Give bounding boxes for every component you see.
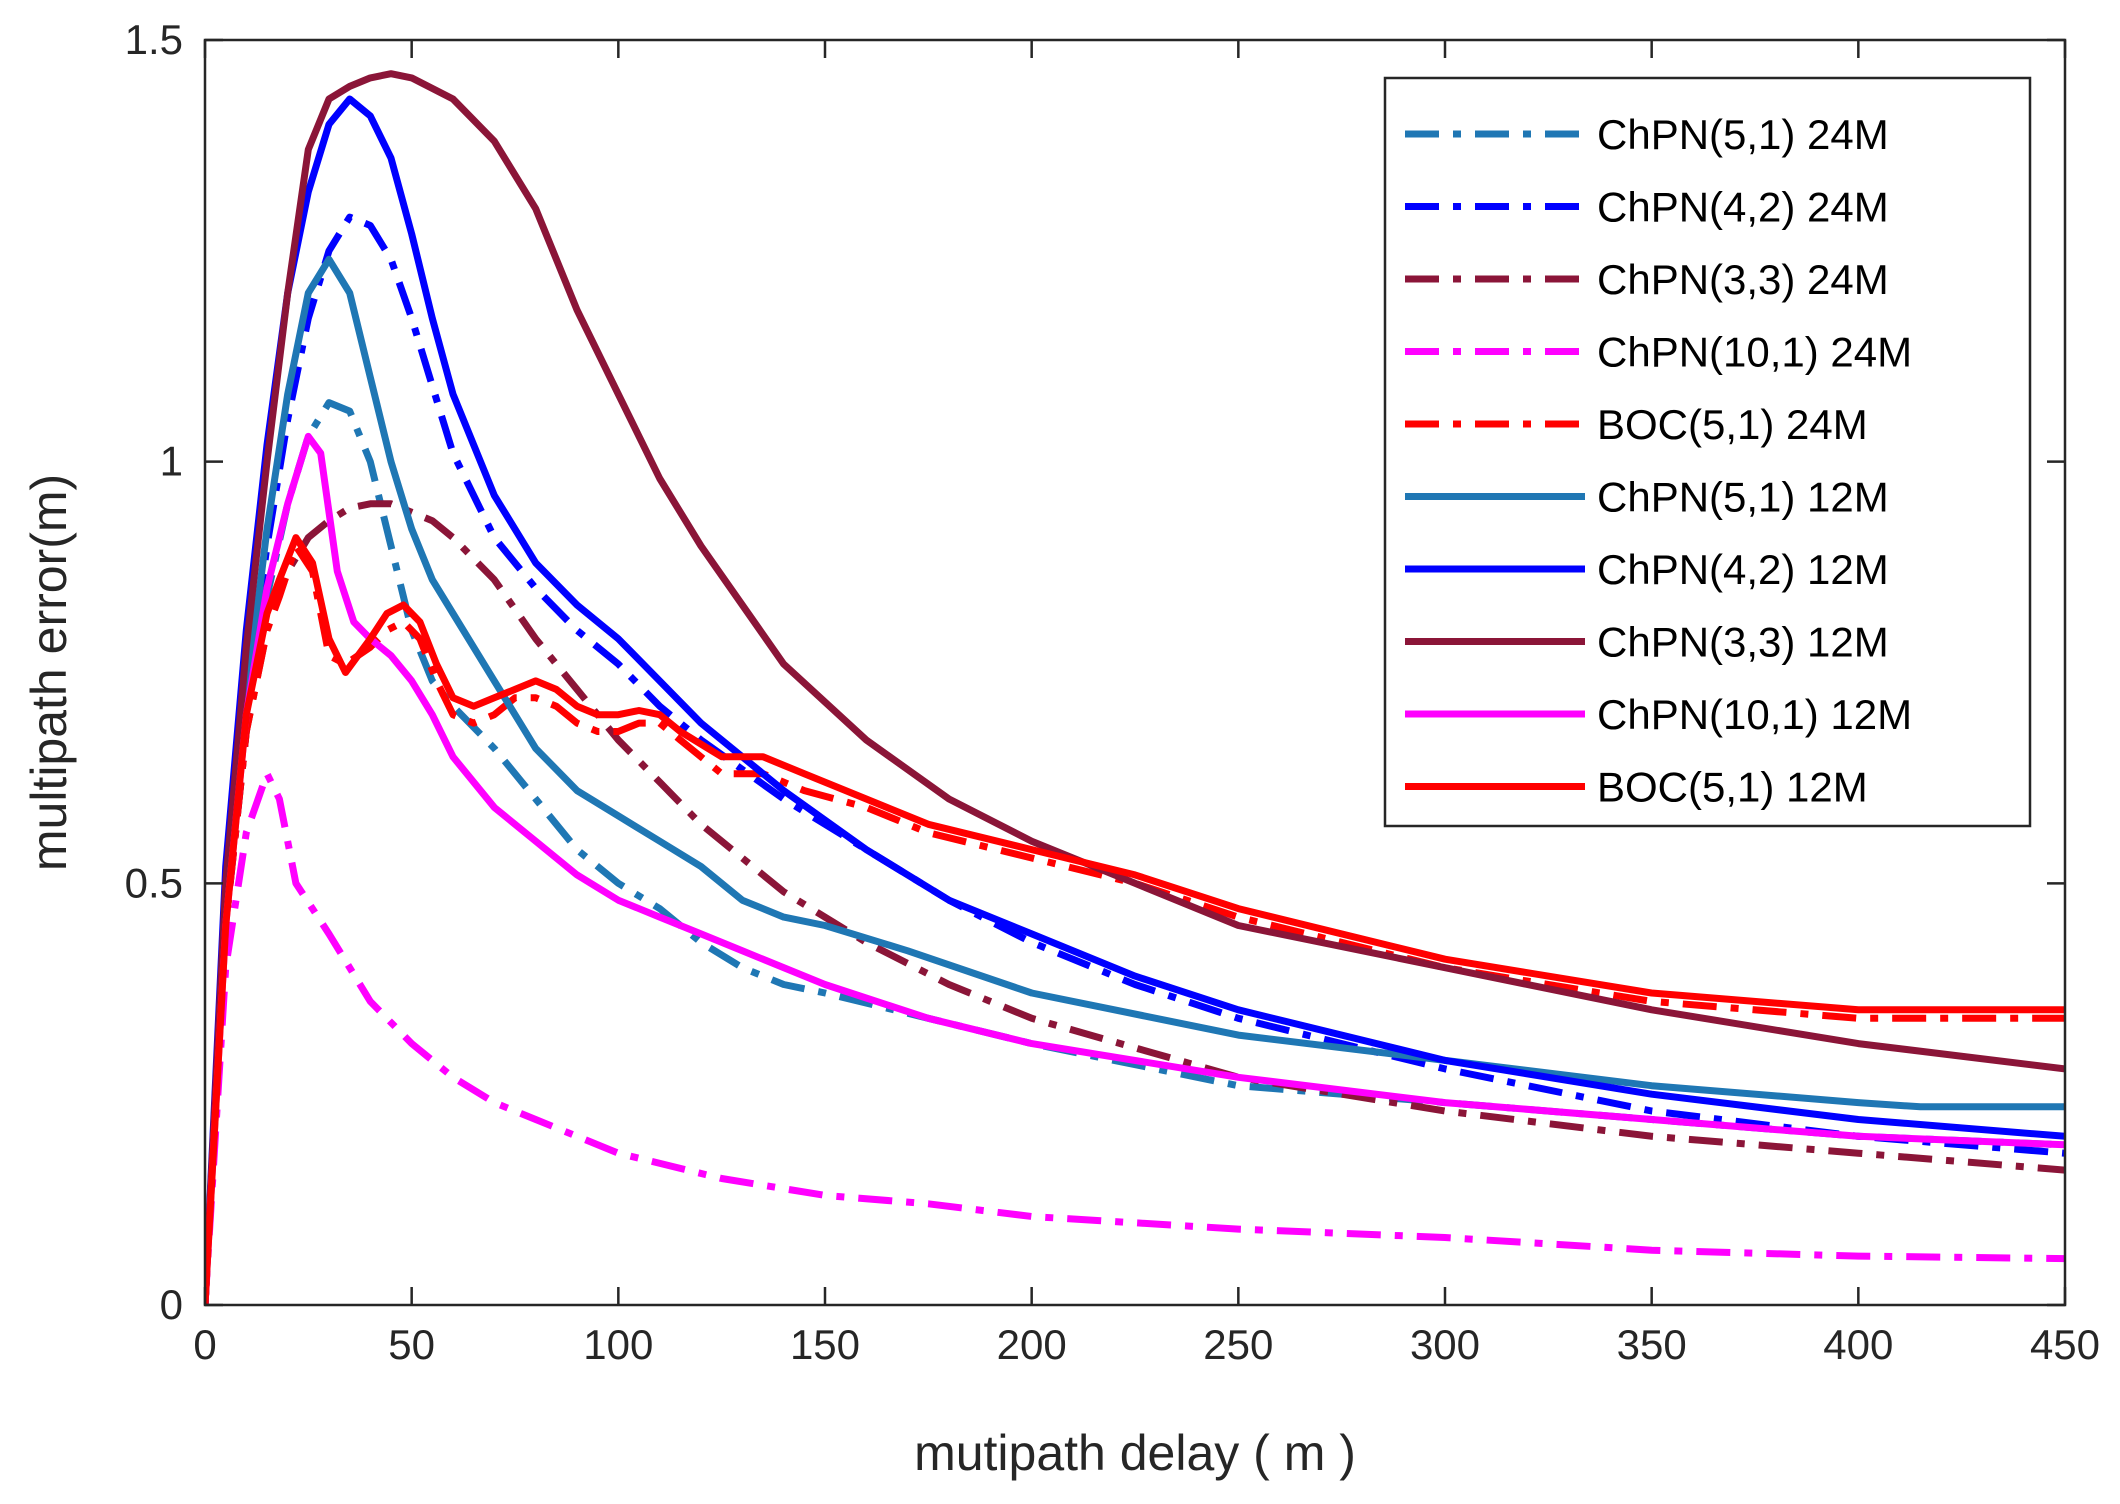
- x-tick-label: 450: [2030, 1321, 2100, 1368]
- x-tick-label: 400: [1823, 1321, 1893, 1368]
- series-line-6: [205, 255, 2065, 1305]
- legend-label-9: ChPN(10,1) 12M: [1597, 691, 1912, 738]
- legend-label-7: ChPN(4,2) 12M: [1597, 546, 1889, 593]
- series-line-2: [205, 213, 2065, 1305]
- x-tick-label: 200: [997, 1321, 1067, 1368]
- plot-area-frame: [203, 38, 2067, 1307]
- x-tick-label: 100: [583, 1321, 653, 1368]
- series-line-7: [205, 95, 2065, 1305]
- series-line-10: [205, 534, 2065, 1305]
- series-layer: [205, 70, 2065, 1305]
- legend-label-6: ChPN(5,1) 12M: [1597, 474, 1889, 521]
- y-tick-label: 0: [160, 1281, 183, 1328]
- legend-label-8: ChPN(3,3) 12M: [1597, 619, 1889, 666]
- legend-label-1: ChPN(5,1) 24M: [1597, 111, 1889, 158]
- series-line-5: [205, 542, 2065, 1305]
- legend-label-2: ChPN(4,2) 24M: [1597, 184, 1889, 231]
- legend-box: [1383, 76, 2032, 828]
- x-tick-label: 300: [1410, 1321, 1480, 1368]
- x-tick-label: 50: [388, 1321, 435, 1368]
- y-axis: 0 0.5 1 1.5: [125, 16, 2065, 1328]
- legend: ChPN(5,1) 24M ChPN(4,2) 24M ChPN(3,3) 24M C…: [1383, 76, 2032, 828]
- legend-label-5: BOC(5,1) 24M: [1597, 401, 1868, 448]
- x-axis-label: mutipath delay ( m ): [914, 1425, 1356, 1481]
- x-tick-label: 150: [790, 1321, 860, 1368]
- y-tick-label: 1.5: [125, 16, 183, 63]
- series-line-9: [205, 432, 2065, 1305]
- series-line-8: [205, 70, 2065, 1305]
- legend-label-10: BOC(5,1) 12M: [1597, 764, 1868, 811]
- x-tick-label: 250: [1203, 1321, 1273, 1368]
- y-tick-label: 1: [160, 438, 183, 485]
- x-axis: 0 50 100 150 200 250 300 350 400 450: [193, 40, 2100, 1368]
- series-line-4: [205, 770, 2065, 1305]
- x-tick-label: 0: [193, 1321, 216, 1368]
- legend-label-3: ChPN(3,3) 24M: [1597, 256, 1889, 303]
- y-axis-label: multipath error(m): [21, 474, 77, 871]
- x-tick-label: 350: [1617, 1321, 1687, 1368]
- legend-label-4: ChPN(10,1) 24M: [1597, 329, 1912, 376]
- y-tick-label: 0.5: [125, 859, 183, 906]
